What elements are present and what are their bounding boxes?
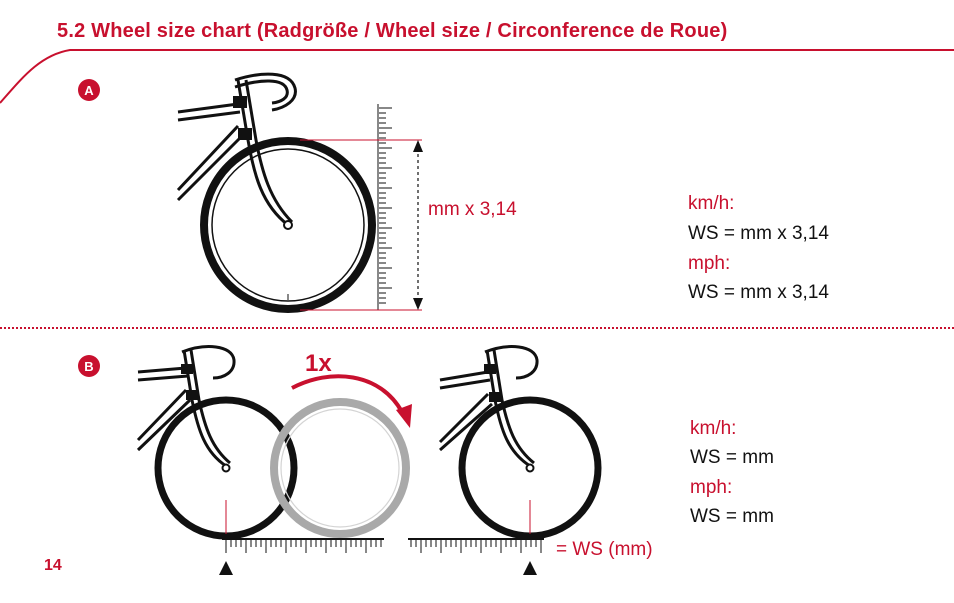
one-rotation-label: 1x	[305, 350, 332, 377]
ground-ruler-left	[222, 538, 384, 553]
section-a-badge: A	[78, 79, 100, 101]
bike-frame-b-left	[136, 345, 236, 468]
wheel-b-left-tire	[154, 396, 298, 540]
start-triangle-icon	[219, 561, 233, 575]
end-triangle-icon	[523, 561, 537, 575]
wheel-a-tire	[200, 137, 376, 313]
ws-distance-label: = WS (mm)	[556, 539, 653, 560]
a-mph-label: mph:	[688, 253, 731, 274]
page-title: 5.2 Wheel size chart (Radgröße / Wheel s…	[57, 20, 728, 42]
ruler-vertical	[377, 104, 392, 310]
wheel-b-left-hub	[221, 463, 231, 473]
b-kmh-label: km/h:	[690, 418, 737, 439]
headset-a	[238, 128, 252, 140]
stem-clamp-b-left	[181, 364, 193, 374]
header-swoosh	[0, 49, 954, 104]
rolling-wheel-ghost	[270, 398, 410, 538]
wheel-b-right-hub	[525, 463, 535, 473]
wheel-b-right-tire	[458, 396, 602, 540]
bike-frame-a	[176, 102, 244, 202]
page-number: 14	[44, 557, 62, 574]
wheel-a-hub	[283, 220, 293, 230]
wheel-a-rim	[211, 148, 365, 302]
bike-fork-a	[234, 72, 297, 227]
ground-ruler-right	[408, 538, 544, 553]
section-a-illustration	[176, 72, 423, 313]
stem-clamp-a	[233, 96, 247, 108]
section-b-badge: B	[78, 355, 100, 377]
a-kmh-formula: WS = mm x 3,14	[688, 223, 829, 244]
b-kmh-formula: WS = mm	[690, 447, 774, 468]
a-mph-formula: WS = mm x 3,14	[688, 282, 829, 303]
stem-clamp-b-right	[484, 364, 496, 374]
b-mph-formula: WS = mm	[690, 506, 774, 527]
rotation-arrow	[291, 374, 412, 428]
section-divider	[0, 327, 954, 329]
diameter-label: mm x 3,14	[428, 199, 517, 220]
diameter-arrow	[413, 140, 423, 310]
headset-b-left	[186, 390, 198, 400]
a-kmh-label: km/h:	[688, 193, 735, 214]
headset-b-right	[489, 392, 501, 402]
b-mph-label: mph:	[690, 477, 733, 498]
